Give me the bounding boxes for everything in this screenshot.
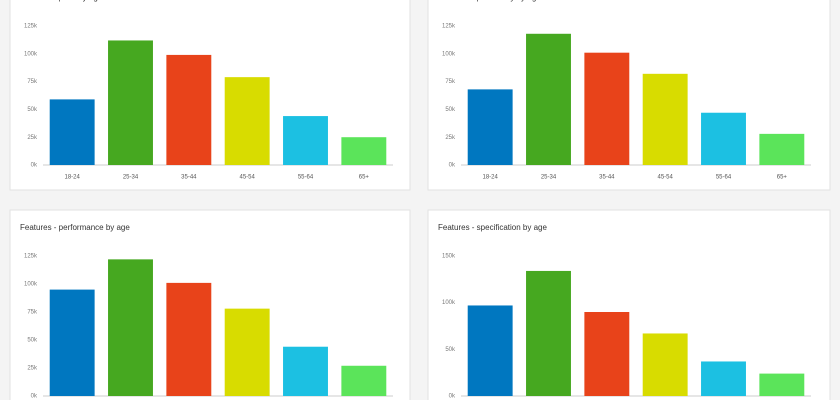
y-tick-label: 125k <box>24 254 38 260</box>
y-tick-label: 75k <box>445 79 456 85</box>
y-tick-label: 125k <box>24 24 38 30</box>
y-tick-label: 50k <box>445 347 456 353</box>
x-tick-label: 35-44 <box>181 175 197 181</box>
y-tick-label: 25k <box>445 135 456 141</box>
y-tick-label: 0k <box>31 394 38 400</box>
chart-title: Features - performance by age <box>20 223 130 232</box>
bar <box>467 305 513 396</box>
y-tick-label: 0k <box>31 163 38 169</box>
y-tick-label: 125k <box>442 24 456 30</box>
bar <box>467 89 513 165</box>
chart-title: Features - specification by age <box>438 223 547 232</box>
bar <box>701 361 746 396</box>
bar <box>224 77 270 165</box>
bar <box>166 54 212 165</box>
y-tick-label: 0k <box>449 163 456 169</box>
bar <box>759 373 805 396</box>
bar <box>49 99 95 165</box>
y-tick-label: 50k <box>27 338 38 344</box>
x-tick-label: 65+ <box>359 175 370 181</box>
x-tick-label: 55-64 <box>716 175 732 181</box>
chart-title: Features - price by age <box>20 0 103 2</box>
x-tick-label: 25-34 <box>123 175 139 181</box>
y-tick-label: 100k <box>442 51 456 57</box>
y-tick-label: 100k <box>24 282 38 288</box>
y-tick-label: 25k <box>27 366 38 372</box>
bar <box>526 270 571 396</box>
bar <box>224 308 270 396</box>
x-tick-label: 18-24 <box>64 175 80 181</box>
bar <box>701 112 746 165</box>
y-tick-label: 100k <box>24 51 38 57</box>
bar <box>642 73 688 165</box>
bar <box>584 312 630 396</box>
x-tick-label: 65+ <box>777 175 788 181</box>
x-tick-label: 45-54 <box>657 175 673 181</box>
y-tick-label: 50k <box>27 107 38 113</box>
bar <box>108 40 153 165</box>
bar <box>584 52 630 165</box>
chart-title: Features - practicality by age <box>438 0 541 2</box>
y-tick-label: 150k <box>442 254 456 260</box>
y-tick-label: 75k <box>27 310 38 316</box>
x-tick-label: 18-24 <box>482 175 498 181</box>
y-tick-label: 50k <box>445 107 456 113</box>
x-tick-label: 45-54 <box>239 175 255 181</box>
bar <box>642 333 688 396</box>
bar <box>283 346 328 396</box>
y-tick-label: 100k <box>442 300 456 306</box>
bar <box>283 116 328 165</box>
y-tick-label: 0k <box>449 394 456 400</box>
x-tick-label: 25-34 <box>541 175 557 181</box>
bar <box>108 259 153 396</box>
y-tick-label: 75k <box>27 79 38 85</box>
y-tick-label: 25k <box>27 135 38 141</box>
bar <box>49 289 95 396</box>
x-tick-label: 35-44 <box>599 175 615 181</box>
bar <box>526 33 571 166</box>
bar <box>341 365 387 396</box>
bar <box>166 282 212 396</box>
x-tick-label: 55-64 <box>298 175 314 181</box>
bar <box>759 133 805 165</box>
bar <box>341 137 387 165</box>
